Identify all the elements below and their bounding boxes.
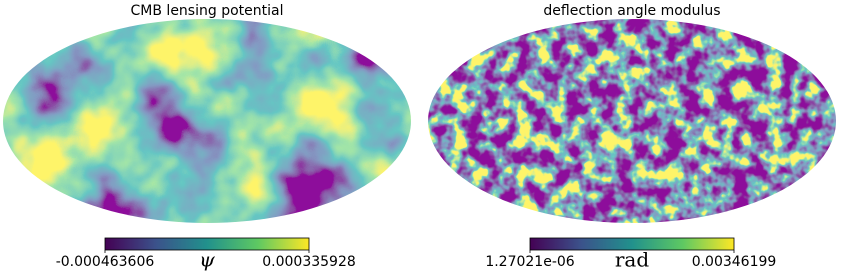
colorbar-tick-label: -0.000463606 [56,254,155,270]
colorbar-unit: rad [615,248,649,272]
colorbar-tick-label: 0.00346199 [692,254,777,270]
panel-title: CMB lensing potential [131,3,284,19]
sky-map [3,19,411,223]
panel-title: deflection angle modulus [543,3,720,19]
sky-map [428,19,836,223]
colorbar [529,237,735,251]
colorbar [104,237,310,251]
colorbar-tick-label: 0.000335928 [262,254,356,270]
colorbar-unit: ψ [199,248,215,272]
colorbar-tick-label: 1.27021e-06 [485,254,574,270]
